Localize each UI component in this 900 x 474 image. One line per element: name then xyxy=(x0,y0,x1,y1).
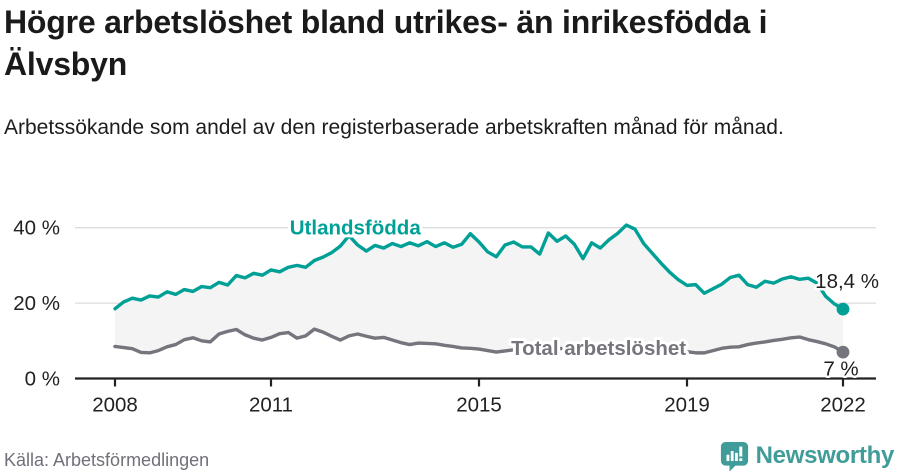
x-tick-label-2015: 2015 xyxy=(456,394,502,417)
end-value-label-total-arbetsloshet: 7 % xyxy=(823,358,858,381)
x-tick-label-2019: 2019 xyxy=(664,394,710,417)
newsworthy-wordmark: Newsworthy xyxy=(755,442,895,469)
page-title: Högre arbetslöshet bland utrikes- än inr… xyxy=(4,4,768,82)
newsworthy-bubble-icon xyxy=(720,441,748,471)
source-note: Källa: Arbetsförmedlingen xyxy=(4,450,210,470)
series-label-total-arbetsloshet: Total arbetslöshet xyxy=(511,337,686,360)
series-end-dot-utlandsfodda xyxy=(836,302,850,316)
x-tick-label-2022: 2022 xyxy=(820,394,866,417)
series-label-utlandsfodda: Utlandsfödda xyxy=(290,217,422,240)
y-tick-label-40: 40 % xyxy=(13,217,60,240)
newsworthy-logo[interactable]: Newsworthy xyxy=(720,440,894,472)
y-tick-label-20: 20 % xyxy=(13,292,60,315)
end-value-label-utlandsfodda: 18,4 % xyxy=(815,270,879,293)
x-tick-label-2011: 2011 xyxy=(249,394,293,417)
chart-subtitle: Arbetssökande som andel av den registerb… xyxy=(4,116,784,139)
x-tick-label-2008: 2008 xyxy=(92,394,138,417)
y-tick-label-0: 0 % xyxy=(25,368,60,391)
series-line-utlandsfodda xyxy=(113,223,845,311)
between-series-fill xyxy=(115,225,843,353)
series-line-total-arbetsloshet xyxy=(113,327,845,355)
series-end-dot-total-arbetsloshet xyxy=(836,345,850,359)
